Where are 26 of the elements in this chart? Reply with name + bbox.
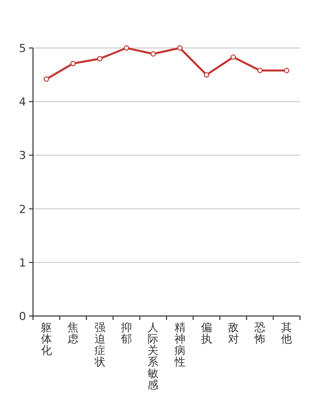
x-tick-label: 其他	[281, 321, 292, 346]
x-tick-label: 躯体化	[40, 321, 52, 357]
x-tick-label: 抑郁	[120, 321, 132, 346]
x-tick-label: 精神病性	[173, 321, 186, 368]
point	[284, 68, 290, 74]
y-tick-label: 1	[19, 256, 26, 270]
point	[204, 72, 210, 78]
x-tick-label: 恐怖	[253, 321, 266, 346]
x-tick-label: 偏执	[201, 321, 212, 346]
point	[97, 56, 102, 62]
y-tick-label: 2	[19, 202, 26, 216]
x-tick-label: 人际关系敏感	[148, 321, 159, 392]
point	[257, 68, 263, 74]
y-tick-label: 0	[19, 310, 26, 323]
point	[44, 76, 50, 82]
x-tick-label: 敌对	[228, 321, 239, 346]
y-tick-label: 4	[19, 96, 26, 109]
x-tick-label: 强迫症状	[93, 321, 106, 368]
y-tick-label: 3	[19, 149, 26, 162]
point	[177, 45, 183, 51]
point	[150, 51, 156, 57]
point	[230, 54, 236, 60]
point	[70, 60, 76, 66]
point	[124, 45, 130, 51]
x-tick-label: 焦虑	[68, 321, 79, 346]
y-tick-label: 5	[19, 42, 26, 55]
